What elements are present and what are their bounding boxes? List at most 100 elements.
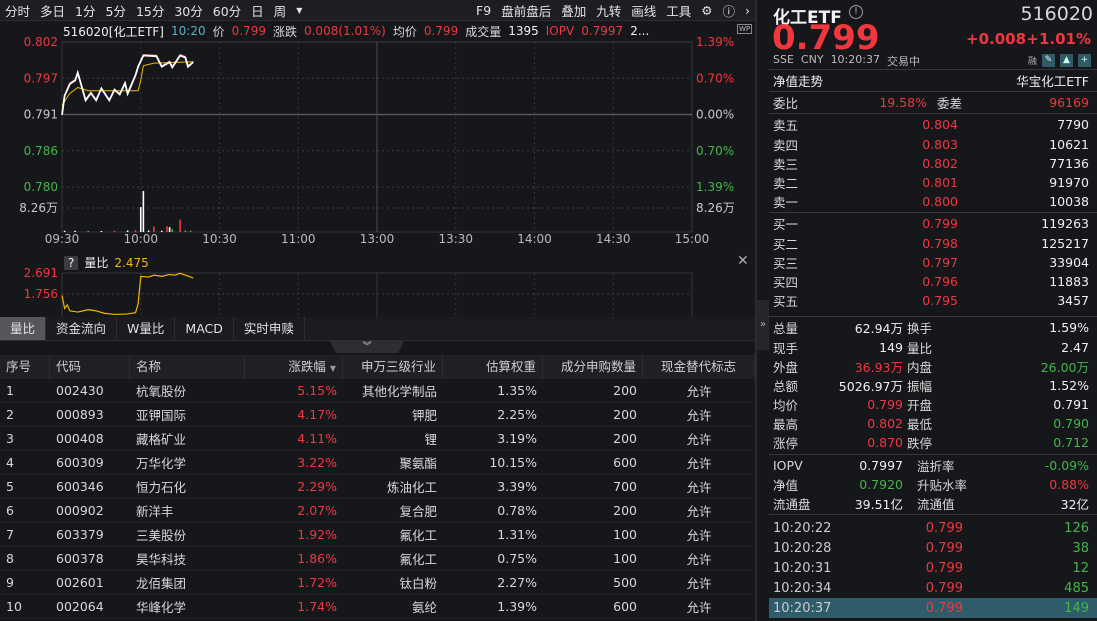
tick-volume: 485 — [1064, 580, 1089, 596]
tab-fund-flow[interactable]: 资金流向 — [46, 317, 118, 340]
volume-ratio-chart[interactable]: 2.691 1.756 — [0, 262, 755, 318]
row-change-pct: 2.07% — [297, 503, 337, 518]
edit-icon[interactable]: ✎ — [1042, 54, 1055, 67]
period-multiday[interactable]: 多日 — [40, 3, 66, 19]
table-row[interactable]: 7 603379 三美股份 1.92% 氟化工 1.31% 100 允许 — [0, 523, 755, 547]
gear-icon[interactable]: ⚙ — [701, 2, 713, 18]
tab-w-volume-ratio[interactable]: W量比 — [117, 317, 176, 340]
row-name: 华峰化学 — [136, 600, 187, 615]
iopv-value: 0.7997 — [581, 24, 624, 38]
period-30min[interactable]: 30分 — [174, 3, 203, 19]
bid-level[interactable]: 买三 0.797 33904 — [769, 253, 1097, 272]
table-row[interactable]: 6 000902 新洋丰 2.07% 复合肥 0.78% 200 允许 — [0, 499, 755, 523]
level-volume: 33904 — [1049, 254, 1089, 270]
wp-badge-icon[interactable]: WP — [737, 24, 753, 34]
tick-price: 0.799 — [925, 600, 963, 616]
stat-value: 0.870 — [867, 435, 903, 451]
table-row[interactable]: 1 002430 杭氧股份 5.15% 其他化学制品 1.35% 200 允许 — [0, 379, 755, 403]
row-name: 龙佰集团 — [136, 576, 187, 591]
sub-y-tick: 2.691 — [24, 266, 58, 280]
level-price: 0.799 — [922, 216, 958, 232]
question-circle-icon[interactable]: ⓘ — [722, 3, 735, 19]
stat-row: 均价 0.799 开盘 0.791 — [769, 395, 1097, 414]
y-tick-left: 0.786 — [24, 144, 58, 158]
plus-icon[interactable]: + — [1078, 54, 1091, 67]
tools-button[interactable]: 工具 — [666, 3, 692, 19]
table-row[interactable]: 8 600378 昊华科技 1.86% 氟化工 0.75% 100 允许 — [0, 547, 755, 571]
help-icon[interactable]: ? — [64, 255, 79, 270]
stat-row: IOPV 0.7997 溢折率 -0.09% — [769, 456, 1097, 475]
col-weight[interactable]: 估算权重 — [443, 354, 543, 379]
col-cash-sub[interactable]: 现金替代标志 — [643, 354, 755, 379]
collapse-panel-icon[interactable]: » — [757, 300, 769, 350]
period-15min[interactable]: 15分 — [135, 3, 165, 19]
row-weight: 2.25% — [497, 407, 537, 422]
stat-label: 量比 — [907, 340, 933, 356]
table-row[interactable]: 9 002601 龙佰集团 1.72% 钛白粉 2.27% 500 允许 — [0, 571, 755, 595]
row-industry: 复合肥 — [399, 504, 437, 519]
stat-label: 溢折率 — [917, 458, 955, 474]
volume-bar — [171, 229, 174, 232]
avg-value: 0.799 — [423, 24, 459, 38]
col-industry[interactable]: 申万三级行业 — [343, 354, 443, 379]
bell-icon[interactable]: ▲ — [1060, 54, 1073, 67]
col-name[interactable]: 名称 — [130, 354, 245, 379]
nav-trend-row[interactable]: 净值走势 华宝化工ETF — [769, 71, 1097, 90]
nine-turn-button[interactable]: 九转 — [596, 3, 622, 19]
bid-level[interactable]: 买一 0.799 119263 — [769, 214, 1097, 233]
table-row[interactable]: 2 000893 亚钾国际 4.17% 钾肥 2.25% 200 允许 — [0, 403, 755, 427]
caret-down-icon[interactable]: ▼ — [296, 5, 303, 15]
nav-trend-link[interactable]: 净值走势 — [773, 74, 824, 90]
row-industry: 氟化工 — [399, 552, 437, 567]
table-row[interactable]: 3 000408 藏格矿业 4.11% 锂 3.19% 200 允许 — [0, 427, 755, 451]
level-volume: 3457 — [1057, 293, 1089, 309]
chevron-right-icon[interactable]: › — [745, 2, 750, 18]
table-row[interactable]: 5 600346 恒力石化 2.29% 炼油化工 3.39% 700 允许 — [0, 475, 755, 499]
f9-button[interactable]: F9 — [476, 2, 492, 18]
tab-realtime-creation[interactable]: 实时申赎 — [234, 317, 305, 340]
close-icon[interactable]: ✕ — [737, 253, 749, 269]
row-code: 600309 — [56, 455, 104, 470]
ask-level[interactable]: 卖一 0.800 10038 — [769, 192, 1097, 211]
col-change-pct[interactable]: 涨跌幅 ▼ — [245, 354, 343, 379]
tab-volume-ratio[interactable]: 量比 — [0, 317, 47, 340]
ask-level[interactable]: 卖二 0.801 91970 — [769, 173, 1097, 192]
bid-level[interactable]: 买四 0.796 11883 — [769, 272, 1097, 291]
overlay-button[interactable]: 叠加 — [561, 3, 587, 19]
panel-divider[interactable] — [755, 0, 757, 621]
stat-value: 36.93万 — [854, 359, 903, 375]
bid-level[interactable]: 买二 0.798 125217 — [769, 234, 1097, 253]
period-week[interactable]: 周 — [273, 3, 287, 19]
info-circle-icon[interactable]: ! — [849, 5, 863, 19]
sort-desc-icon: ▼ — [329, 363, 336, 373]
row-name: 万华化学 — [136, 456, 187, 471]
ask-level[interactable]: 卖五 0.804 7790 — [769, 115, 1097, 134]
col-code[interactable]: 代码 — [50, 354, 130, 379]
tick-time: 10:20:22 — [773, 520, 832, 536]
tab-macd[interactable]: MACD — [175, 317, 234, 340]
period-intraday[interactable]: 分时 — [5, 3, 31, 19]
stat-label: 现手 — [773, 340, 799, 356]
row-name: 亚钾国际 — [136, 408, 187, 423]
table-row[interactable]: 10 002064 华峰化学 1.74% 氨纶 1.39% 600 允许 — [0, 595, 755, 619]
row-creation-qty: 600 — [613, 599, 637, 614]
stat-label: 跌停 — [907, 436, 933, 452]
period-1min[interactable]: 1分 — [75, 3, 96, 19]
period-60min[interactable]: 60分 — [212, 3, 242, 19]
draw-line-button[interactable]: 画线 — [631, 3, 657, 19]
col-creation-qty[interactable]: 成分申购数量 — [543, 354, 643, 379]
row-cash-sub: 允许 — [686, 384, 712, 399]
col-index[interactable]: 序号 — [0, 354, 50, 379]
intraday-chart[interactable]: 0.802 1.39% 0.797 0.70% 0.791 0.00% 0.786 0.70%… — [0, 30, 755, 252]
double-chevron-down-icon[interactable]: ︾ — [330, 341, 404, 353]
ask-level[interactable]: 卖三 0.802 77136 — [769, 154, 1097, 173]
period-day[interactable]: 日 — [251, 3, 264, 19]
bid-level[interactable]: 买五 0.795 3457 — [769, 291, 1097, 310]
y-tick-right: 0.70% — [696, 71, 734, 85]
ask-level[interactable]: 卖四 0.803 10621 — [769, 135, 1097, 154]
period-5min[interactable]: 5分 — [105, 3, 126, 19]
pre-post-market-button[interactable]: 盘前盘后 — [501, 3, 552, 19]
table-row[interactable]: 4 600309 万华化学 3.22% 聚氨酯 10.15% 600 允许 — [0, 451, 755, 475]
row-weight: 3.39% — [497, 479, 537, 494]
level-label: 卖一 — [773, 195, 799, 211]
